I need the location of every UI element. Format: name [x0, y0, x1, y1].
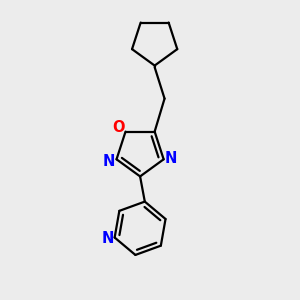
Text: N: N — [102, 231, 114, 246]
Text: O: O — [112, 120, 124, 135]
Text: N: N — [165, 151, 177, 166]
Text: N: N — [103, 154, 116, 169]
